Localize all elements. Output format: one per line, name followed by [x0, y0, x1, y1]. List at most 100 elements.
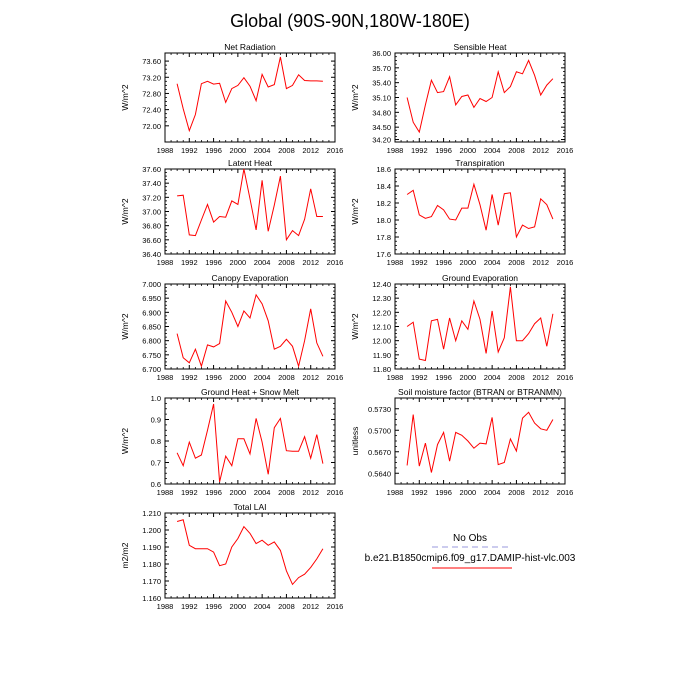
chart-panel: Net Radiation W/m^2 1988 1992 1996 2000 2004 20… — [120, 42, 343, 155]
y-tick-label: 36.60 — [142, 236, 161, 245]
chart-title: Transpiration — [455, 158, 505, 168]
x-tick-label: 2000 — [460, 258, 477, 267]
x-tick-label: 1992 — [181, 146, 198, 155]
x-tick-label: 1992 — [181, 258, 198, 267]
panels: Net Radiation W/m^2 1988 1992 1996 2000 2004 20… — [120, 42, 573, 611]
y-tick-label: 35.70 — [372, 64, 391, 73]
y-tick-label: 36.40 — [142, 250, 161, 259]
y-axis-label: m2/m2 — [120, 542, 130, 568]
y-tick-label: 72.00 — [142, 122, 161, 131]
x-tick-label: 2008 — [508, 488, 525, 497]
chart-title: Net Radiation — [224, 42, 276, 52]
x-tick-label: 1996 — [205, 488, 222, 497]
y-tick-label: 0.6 — [151, 480, 161, 489]
y-tick-label: 17.6 — [376, 250, 391, 259]
y-tick-label: 34.50 — [372, 123, 391, 132]
chart-panel: Latent Heat W/m^2 1988 1992 1996 2000 2004 2008… — [120, 158, 343, 267]
chart-title: Ground Evaporation — [442, 273, 518, 283]
y-tick-label: 1.170 — [142, 577, 161, 586]
x-tick-label: 2004 — [254, 602, 271, 611]
chart-panel: Ground Heat + Snow Melt W/m^2 1988 1992 1996… — [120, 387, 343, 497]
x-tick-label: 2016 — [327, 488, 344, 497]
y-tick-label: 0.9 — [151, 416, 161, 425]
y-tick-label: 72.80 — [142, 89, 161, 98]
series-line — [176, 519, 324, 586]
x-tick-label: 1988 — [387, 373, 404, 382]
x-tick-label: 1988 — [387, 258, 404, 267]
y-tick-label: 6.800 — [142, 337, 161, 346]
x-tick-label: 2000 — [230, 602, 247, 611]
y-tick-label: 34.80 — [372, 108, 391, 117]
x-tick-label: 1988 — [157, 258, 174, 267]
series-line — [176, 403, 324, 483]
x-tick-label: 2000 — [230, 373, 247, 382]
series-line — [176, 293, 324, 369]
y-tick-label: 6.900 — [142, 308, 161, 317]
x-tick-label: 2012 — [532, 258, 549, 267]
x-tick-label: 2008 — [278, 258, 295, 267]
x-tick-label: 1996 — [205, 146, 222, 155]
x-tick-label: 2004 — [484, 488, 501, 497]
y-tick-label: 1.190 — [142, 543, 161, 552]
x-tick-label: 2008 — [278, 146, 295, 155]
x-tick-label: 1988 — [387, 488, 404, 497]
figure-title: Global (90S-90N,180W-180E) — [230, 11, 470, 31]
y-axis-label: W/m^2 — [120, 313, 130, 339]
y-axis-label: W/m^2 — [120, 428, 130, 454]
y-tick-label: 0.8 — [151, 437, 161, 446]
legend-run-label: b.e21.B1850cmip6.f09_g17.DAMIP-hist-vlc.… — [365, 553, 576, 564]
y-tick-label: 18.0 — [376, 216, 391, 225]
x-tick-label: 1988 — [387, 146, 404, 155]
y-axis-label: W/m^2 — [350, 313, 360, 339]
x-tick-label: 2016 — [327, 258, 344, 267]
y-axis-label: W/m^2 — [350, 198, 360, 224]
y-axis-label: W/m^2 — [120, 84, 130, 110]
x-tick-label: 2000 — [460, 146, 477, 155]
y-tick-label: 37.20 — [142, 193, 161, 202]
x-tick-label: 1992 — [411, 146, 428, 155]
y-tick-label: 1.200 — [142, 526, 161, 535]
y-tick-label: 6.700 — [142, 365, 161, 374]
y-tick-label: 35.10 — [372, 94, 391, 103]
y-tick-label: 6.850 — [142, 323, 161, 332]
x-tick-label: 2008 — [508, 146, 525, 155]
x-tick-label: 2016 — [557, 146, 574, 155]
x-tick-label: 1992 — [411, 373, 428, 382]
series-line — [177, 168, 323, 242]
y-tick-label: 37.00 — [142, 208, 161, 217]
x-tick-label: 2016 — [557, 373, 574, 382]
x-tick-label: 2012 — [532, 373, 549, 382]
x-tick-label: 1988 — [157, 488, 174, 497]
x-tick-label: 1996 — [435, 488, 452, 497]
y-tick-label: 18.4 — [376, 182, 391, 191]
chart-panel: Canopy Evaporation W/m^2 1988 1992 1996 2000 2… — [120, 273, 343, 382]
y-tick-label: 12.10 — [372, 323, 391, 332]
x-tick-label: 1996 — [435, 373, 452, 382]
x-tick-label: 2008 — [278, 373, 295, 382]
legend-obs-label: No Obs — [453, 533, 487, 544]
chart-panel: Ground Evaporation W/m^2 1988 1992 1996 2000 2… — [350, 273, 573, 382]
y-tick-label: 34.20 — [372, 136, 391, 145]
y-tick-label: 0.5670 — [368, 448, 391, 457]
chart-title: Sensible Heat — [454, 42, 508, 52]
x-tick-label: 2000 — [230, 488, 247, 497]
x-tick-label: 2012 — [302, 373, 319, 382]
y-tick-label: 0.7 — [151, 459, 161, 468]
y-tick-label: 36.80 — [142, 222, 161, 231]
chart-panel: Transpiration W/m^2 1988 1992 1996 2000 2004 20… — [350, 158, 573, 267]
y-tick-label: 1.210 — [142, 509, 161, 518]
chart-panel: Soil moisture factor (BTRAN or BTRANMN) u… — [350, 387, 573, 497]
x-tick-label: 2000 — [460, 373, 477, 382]
y-tick-label: 17.8 — [376, 233, 391, 242]
x-tick-label: 2004 — [254, 258, 271, 267]
y-tick-label: 1.0 — [151, 394, 161, 403]
y-tick-label: 12.20 — [372, 308, 391, 317]
x-tick-label: 2008 — [278, 602, 295, 611]
legend: No Obs b.e21.B1850cmip6.f09_g17.DAMIP-hi… — [365, 533, 576, 569]
y-tick-label: 11.90 — [373, 351, 391, 360]
y-tick-label: 37.40 — [142, 179, 161, 188]
y-tick-label: 35.40 — [372, 79, 391, 88]
x-tick-label: 1996 — [435, 146, 452, 155]
y-tick-label: 72.40 — [142, 106, 161, 115]
